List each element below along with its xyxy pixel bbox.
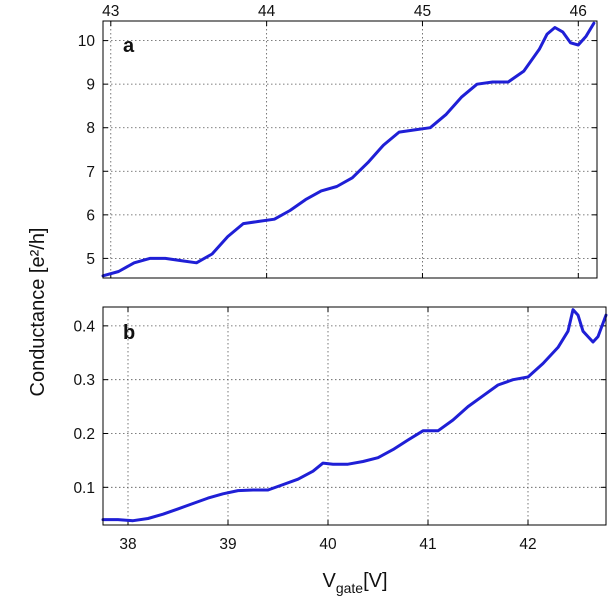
panel-a: 5 6 7 8 9 10 43 44 45 46 a: [78, 3, 598, 279]
x-axis-label-main: V: [322, 570, 336, 592]
plot-area-b: [103, 307, 606, 525]
x-axis-label-unit: [V]: [363, 570, 387, 592]
panel-letter-a: a: [123, 35, 135, 57]
y-tick-label: 9: [86, 77, 95, 94]
y-tick-label: 0.3: [73, 372, 95, 389]
panel-b: 0.1 0.2 0.3 0.4 38 39 40 41 42 b: [73, 306, 608, 553]
x-tick-label: 42: [519, 536, 536, 553]
y-tick-label: 5: [86, 251, 95, 268]
x-tick-label: 41: [419, 536, 436, 553]
plot-area-a: [103, 21, 597, 278]
y-tick-label: 8: [86, 120, 95, 137]
series-line-a: [101, 21, 596, 278]
x-tick-label: 46: [570, 3, 587, 20]
plot-frame-b: [102, 306, 607, 526]
y-tick-label: 0.4: [73, 318, 95, 335]
y-tick-label: 7: [86, 164, 95, 181]
x-axis-label-sub: gate: [336, 580, 363, 596]
x-tick-label: 40: [319, 536, 337, 553]
y-tick-label: 0.1: [73, 480, 95, 497]
series-line-b: [101, 308, 608, 523]
x-tick-label: 44: [258, 3, 276, 20]
y-axis-label: Conductance [e²/h]: [27, 228, 49, 397]
panel-letter-b: b: [123, 322, 135, 344]
x-tick-label: 38: [119, 536, 136, 553]
x-tick-label: 43: [102, 3, 119, 20]
y-tick-label: 10: [78, 33, 96, 50]
x-axis-label: Vgate[V]: [322, 570, 387, 596]
y-tick-label: 0.2: [73, 426, 95, 443]
x-tick-label: 45: [414, 3, 431, 20]
plot-frame-a: [102, 20, 598, 279]
x-tick-label: 39: [219, 536, 236, 553]
y-tick-label: 6: [86, 207, 95, 224]
